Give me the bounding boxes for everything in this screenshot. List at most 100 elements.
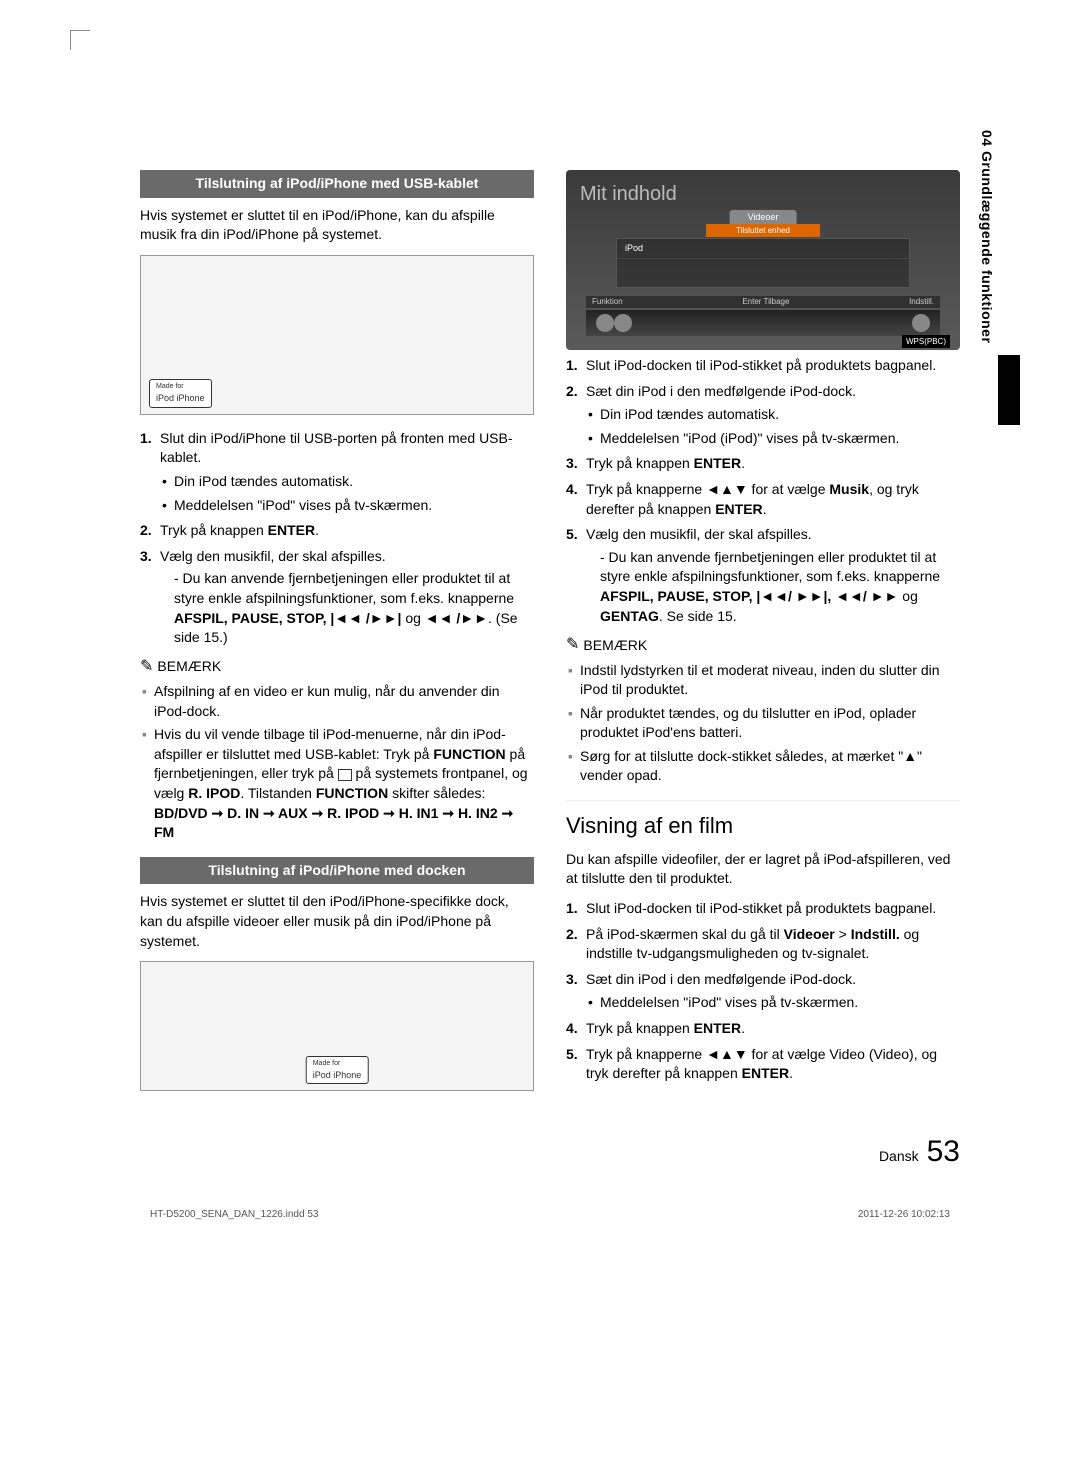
badge-text: iPod iPhone	[156, 393, 205, 403]
s3c: og	[405, 610, 424, 626]
page: 04 Grundlæggende funktioner Tilslutning …	[0, 0, 1080, 1280]
rn3: Sørg for at tilslutte dock-stikket såled…	[566, 747, 960, 786]
bar-right: Indstill.	[909, 296, 934, 307]
intro-dock: Hvis systemet er sluttet til den iPod/iP…	[140, 892, 534, 951]
step-3-a: Vælg den musikfil, der skal afspilles.	[160, 548, 386, 564]
note-label: BEMÆRK	[157, 657, 221, 677]
columns: Tilslutning af iPod/iPhone med USB-kable…	[140, 170, 960, 1105]
rstep-2-bullets: Din iPod tændes automatisk. Meddelelsen …	[586, 405, 960, 448]
f4b: ENTER	[694, 1020, 741, 1036]
f4c: .	[741, 1020, 745, 1036]
rn1: Indstil lydstyrken til et moderat niveau…	[566, 661, 960, 700]
strip-icon	[912, 314, 930, 332]
steps-film: Slut iPod-docken til iPod-stikket på pro…	[566, 899, 960, 1084]
r3b: ENTER	[694, 455, 741, 471]
side-tab: 04 Grundlæggende funktioner	[979, 130, 995, 343]
screen-list: iPod	[616, 238, 910, 288]
steps-dock: Slut iPod-docken til iPod-stikket på pro…	[566, 356, 960, 626]
strip-icon	[596, 314, 614, 332]
note-label-r: BEMÆRK	[583, 636, 647, 656]
nl2f: . Tilstanden	[240, 785, 316, 801]
r4e: .	[763, 501, 767, 517]
screen-list-item: iPod	[617, 239, 909, 259]
screen-bottom-bar: Funktion Enter Tilbage Indstill.	[586, 296, 940, 308]
left-column: Tilslutning af iPod/iPhone med USB-kable…	[140, 170, 534, 1105]
rstep-2-t: Sæt din iPod i den medfølgende iPod-dock…	[586, 383, 856, 399]
rstep-4: Tryk på knapperne ◄▲▼ for at vælge Musik…	[566, 480, 960, 519]
screen-subtab: Tilsluttet enhed	[706, 224, 820, 237]
step-2-b: ENTER	[268, 522, 315, 538]
r5sd: GENTAG	[600, 608, 659, 624]
f2c: >	[835, 926, 851, 942]
footer-page: 53	[927, 1135, 960, 1169]
fstep-4: Tryk på knappen ENTER.	[566, 1019, 960, 1039]
diagram-usb: Made for iPod iPhone	[140, 255, 534, 415]
rstep-5-sub: - Du kan anvende fjernbetjeningen eller …	[586, 548, 960, 626]
rn2: Når produktet tændes, og du tilslutter e…	[566, 704, 960, 743]
bar-left: Funktion	[592, 296, 623, 307]
fstep-5: Tryk på knapperne ◄▲▼ for at vælge Video…	[566, 1045, 960, 1084]
r5sb: AFSPIL, PAUSE, STOP, |◄◄/ ►►|, ◄◄/ ►►	[600, 588, 902, 604]
f5b: ENTER	[742, 1065, 789, 1081]
intro-usb: Hvis systemet er sluttet til en iPod/iPh…	[140, 206, 534, 245]
fstep-1: Slut iPod-docken til iPod-stikket på pro…	[566, 899, 960, 919]
rstep-3: Tryk på knappen ENTER.	[566, 454, 960, 474]
meta-ts: 2011-12-26 10:02:13	[858, 1209, 950, 1220]
right-column: Mit indhold Videoer Tilsluttet enhed iPo…	[566, 170, 960, 1105]
badge-made-for: Made for	[156, 382, 205, 392]
r5sa: - Du kan anvende fjernbetjeningen eller …	[600, 549, 940, 585]
step-1-text: Slut din iPod/iPhone til USB-porten på f…	[160, 430, 513, 466]
step-3: Vælg den musikfil, der skal afspilles. -…	[140, 547, 534, 648]
note-head-left: ✎ BEMÆRK	[140, 656, 534, 678]
bar-mid: Enter Tilbage	[742, 296, 789, 307]
screen-strip	[586, 310, 940, 336]
f2b: Videoer	[784, 926, 835, 942]
rstep-2: Sæt din iPod i den medfølgende iPod-dock…	[566, 382, 960, 449]
step-2: Tryk på knappen ENTER.	[140, 521, 534, 541]
note-head-right: ✎ BEMÆRK	[566, 634, 960, 656]
note-icon: ✎	[140, 656, 153, 678]
heading-film: Visning af en film	[566, 800, 960, 842]
r5sc: og	[902, 588, 918, 604]
note-l1: Afspilning af en video er kun mulig, når…	[140, 682, 534, 721]
r2b1: Din iPod tændes automatisk.	[586, 405, 960, 425]
footer-lang: Dansk	[879, 1148, 919, 1164]
meta-line: HT-D5200_SENA_DAN_1226.indd 53 2011-12-2…	[140, 1209, 960, 1220]
step-1-bullets: Din iPod tændes automatisk. Meddelelsen …	[160, 472, 534, 515]
section-header-usb: Tilslutning af iPod/iPhone med USB-kable…	[140, 170, 534, 198]
screen-title: Mit indhold	[580, 180, 677, 208]
section-header-dock: Tilslutning af iPod/iPhone med docken	[140, 857, 534, 885]
intro-film: Du kan afspille videofiler, der er lagre…	[566, 850, 960, 889]
step-1-b2: Meddelelsen "iPod" vises på tv-skærmen.	[160, 496, 534, 516]
f5c: .	[789, 1065, 793, 1081]
f2a: På iPod-skærmen skal du gå til	[586, 926, 784, 942]
strip-icon	[614, 314, 632, 332]
badge-text-2: iPod iPhone	[313, 1070, 362, 1080]
step-2-a: Tryk på knappen	[160, 522, 268, 538]
r2b2: Meddelelsen "iPod (iPod)" vises på tv-sk…	[586, 429, 960, 449]
screen-ui: Mit indhold Videoer Tilsluttet enhed iPo…	[566, 170, 960, 350]
panel-icon	[338, 769, 352, 781]
nl2i: BD/DVD ➞ D. IN ➞ AUX ➞ R. IPOD ➞ H. IN1 …	[154, 805, 513, 841]
meta-file: HT-D5200_SENA_DAN_1226.indd 53	[150, 1209, 318, 1220]
badge-mf-2: Made for	[313, 1059, 362, 1069]
steps-usb: Slut din iPod/iPhone til USB-porten på f…	[140, 429, 534, 648]
s3d: ◄◄ /►►	[425, 610, 488, 626]
badge-ipod-iphone-2: Made for iPod iPhone	[306, 1056, 369, 1084]
wps-label: WPS(PBC)	[902, 335, 950, 348]
f3b1: Meddelelsen "iPod" vises på tv-skærmen.	[586, 993, 960, 1013]
note-list-right: Indstil lydstyrken til et moderat niveau…	[566, 661, 960, 787]
note-l2: Hvis du vil vende tilbage til iPod-menue…	[140, 725, 534, 843]
s3b: AFSPIL, PAUSE, STOP, |◄◄ /►►|	[174, 610, 405, 626]
r4a: Tryk på knapperne ◄▲▼ for at vælge	[586, 481, 829, 497]
r4b: Musik	[829, 481, 869, 497]
r3c: .	[741, 455, 745, 471]
nl2g: FUNCTION	[316, 785, 388, 801]
s3a: - Du kan anvende fjernbetjeningen eller …	[174, 570, 514, 606]
rstep-1: Slut iPod-docken til iPod-stikket på pro…	[566, 356, 960, 376]
page-footer: Dansk 53	[140, 1135, 960, 1169]
r5se: . Se side 15.	[659, 608, 737, 624]
step-2-c: .	[315, 522, 319, 538]
fstep-3: Sæt din iPod i den medfølgende iPod-dock…	[566, 970, 960, 1013]
diagram-dock: Made for iPod iPhone	[140, 961, 534, 1091]
